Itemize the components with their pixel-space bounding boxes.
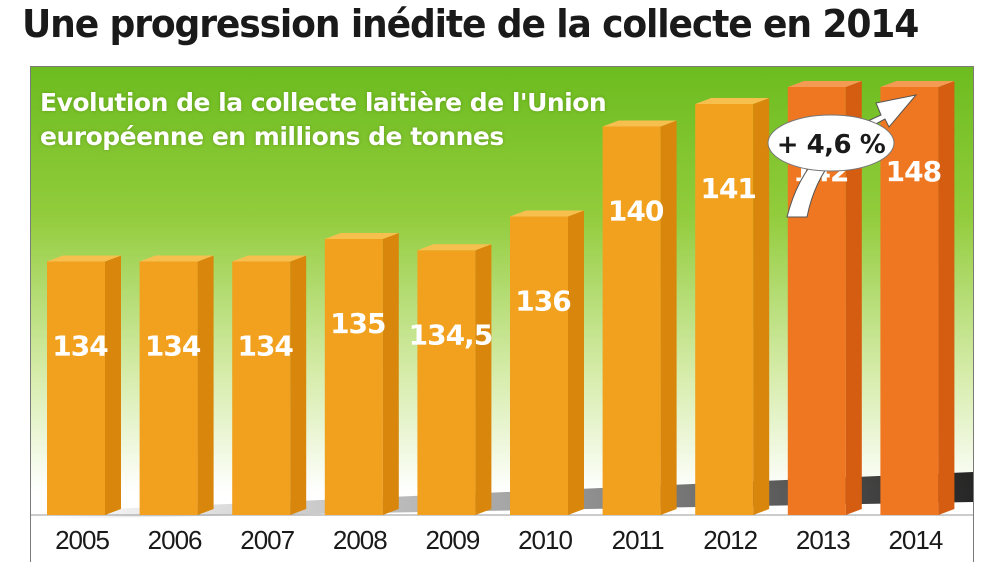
value-label-2008: 135: [330, 307, 385, 340]
bar-front-2005: [47, 261, 105, 515]
growth-label: + 4,6 %: [777, 130, 886, 160]
bar-front-2006: [139, 261, 198, 515]
bar-top-2012: [695, 98, 770, 104]
bar-top-2006: [139, 255, 214, 262]
bar-side-2014: [938, 81, 955, 515]
value-label-2009: 134,5: [409, 318, 493, 351]
value-label-2012: 141: [700, 172, 755, 205]
growth-callout: + 4,6 %: [767, 94, 918, 218]
bar-front-2011: [602, 126, 661, 515]
bar-2006: [139, 255, 214, 515]
bar-side-2011: [660, 120, 677, 515]
value-label-2014: 148: [886, 155, 941, 188]
year-label-2007: 2007: [240, 525, 294, 555]
bar-top-2013: [787, 81, 862, 87]
bar-front-2007: [232, 261, 291, 515]
bar-top-2014: [880, 81, 955, 87]
year-label-2005: 2005: [55, 525, 109, 555]
bar-front-2008: [324, 239, 383, 515]
value-label-2007: 134: [237, 330, 293, 363]
bar-front-2010: [510, 216, 568, 515]
year-label-2012: 2012: [703, 525, 757, 555]
bar-side-2007: [290, 255, 307, 515]
bar-side-2006: [197, 255, 214, 515]
bar-2014: [880, 81, 955, 515]
bar-side-2010: [568, 210, 584, 515]
bar-side-2013: [845, 81, 862, 515]
growth-bubble: [767, 114, 895, 172]
bar-front-2009: [417, 250, 476, 515]
bar-top-2005: [47, 255, 121, 262]
bar-side-2012: [753, 98, 770, 515]
bar-2008: [324, 233, 399, 515]
bar-2005: [47, 255, 121, 515]
year-label-2006: 2006: [148, 525, 202, 555]
year-label-2008: 2008: [333, 525, 387, 555]
bar-2009: [417, 244, 492, 515]
year-label-2009: 2009: [425, 525, 479, 555]
bar-top-2010: [510, 210, 584, 217]
bar-top-2008: [324, 233, 399, 239]
bar-side-2005: [105, 255, 121, 515]
chart-subtitle: Evolution de la collecte laitière de l'U…: [40, 88, 607, 151]
bar-side-2008: [382, 233, 399, 515]
bar-2012: [695, 98, 770, 515]
year-label-2010: 2010: [518, 525, 572, 555]
bar-top-2007: [232, 255, 307, 262]
chart-headline: Une progression inédite de la collecte e…: [22, 2, 919, 46]
value-label-2011: 140: [608, 195, 664, 228]
value-label-2010: 136: [515, 285, 570, 318]
year-labels-group: 2005 2006 2007 2008 2009 2010 2011 2012 2013 2014: [55, 525, 944, 555]
year-label-2011: 2011: [612, 525, 664, 555]
bar-top-2009: [417, 244, 492, 251]
bar-side-2009: [475, 244, 492, 515]
year-label-2013: 2013: [796, 525, 850, 555]
bar-2010: [510, 210, 584, 515]
bar-2007: [232, 255, 307, 515]
value-label-2006: 134: [145, 330, 201, 363]
value-label-2005: 134: [52, 330, 108, 363]
year-label-2014: 2014: [888, 525, 942, 555]
bar-2011: [602, 120, 677, 515]
bars-group: [47, 81, 955, 515]
bar-front-2014: [880, 87, 939, 515]
bar-front-2012: [695, 104, 754, 515]
bar-top-2011: [602, 120, 677, 127]
